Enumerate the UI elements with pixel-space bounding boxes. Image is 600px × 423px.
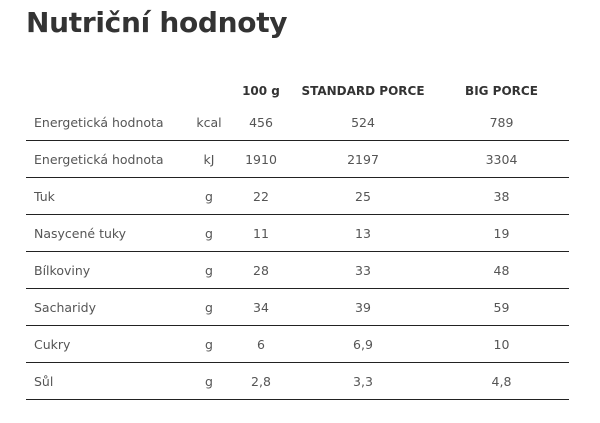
row-big: 48 xyxy=(434,251,569,289)
row-unit: kcal xyxy=(188,104,230,141)
row-unit: g xyxy=(188,177,230,215)
row-per100: 34 xyxy=(230,288,292,326)
row-standard: 13 xyxy=(292,214,434,252)
row-standard: 6,9 xyxy=(292,325,434,363)
table-row: Sacharidy g 34 39 59 xyxy=(26,288,569,326)
row-big: 59 xyxy=(434,288,569,326)
row-big: 38 xyxy=(434,177,569,215)
row-label: Bílkoviny xyxy=(26,251,188,289)
row-per100: 11 xyxy=(230,214,292,252)
table-row: Bílkoviny g 28 33 48 xyxy=(26,251,569,289)
row-standard: 3,3 xyxy=(292,362,434,400)
row-unit: g xyxy=(188,362,230,400)
row-standard: 33 xyxy=(292,251,434,289)
row-big: 3304 xyxy=(434,140,569,178)
row-per100: 1910 xyxy=(230,140,292,178)
table-header-row: 100 g STANDARD PORCE BIG PORCE xyxy=(26,78,569,104)
row-per100: 22 xyxy=(230,177,292,215)
row-standard: 25 xyxy=(292,177,434,215)
row-unit: g xyxy=(188,214,230,252)
row-label: Sůl xyxy=(26,362,188,400)
header-label xyxy=(26,78,188,104)
header-unit xyxy=(188,78,230,104)
page-title: Nutriční hodnoty xyxy=(26,6,288,39)
header-standard-porce: STANDARD PORCE xyxy=(301,84,425,98)
table-row: Nasycené tuky g 11 13 19 xyxy=(26,214,569,252)
row-unit: kJ xyxy=(188,140,230,178)
row-per100: 28 xyxy=(230,251,292,289)
row-unit: g xyxy=(188,325,230,363)
nutrition-table: 100 g STANDARD PORCE BIG PORCE Energetic… xyxy=(26,78,569,400)
row-big: 19 xyxy=(434,214,569,252)
row-per100: 456 xyxy=(230,104,292,141)
table-row: Sůl g 2,8 3,3 4,8 xyxy=(26,362,569,400)
row-label: Energetická hodnota xyxy=(26,104,188,141)
row-per100: 6 xyxy=(230,325,292,363)
header-big-porce: BIG PORCE xyxy=(465,84,538,98)
row-standard: 39 xyxy=(292,288,434,326)
row-label: Nasycené tuky xyxy=(26,214,188,252)
row-big: 4,8 xyxy=(434,362,569,400)
row-big: 10 xyxy=(434,325,569,363)
table-row: Energetická hodnota kcal 456 524 789 xyxy=(26,104,569,141)
table-row: Cukry g 6 6,9 10 xyxy=(26,325,569,363)
row-standard: 2197 xyxy=(292,140,434,178)
row-label: Energetická hodnota xyxy=(26,140,188,178)
row-standard: 524 xyxy=(292,104,434,141)
row-label: Cukry xyxy=(26,325,188,363)
row-label: Sacharidy xyxy=(26,288,188,326)
header-100g: 100 g xyxy=(242,84,280,98)
row-unit: g xyxy=(188,288,230,326)
row-label: Tuk xyxy=(26,177,188,215)
row-per100: 2,8 xyxy=(230,362,292,400)
table-row: Tuk g 22 25 38 xyxy=(26,177,569,215)
table-row: Energetická hodnota kJ 1910 2197 3304 xyxy=(26,140,569,178)
row-big: 789 xyxy=(434,104,569,141)
row-unit: g xyxy=(188,251,230,289)
